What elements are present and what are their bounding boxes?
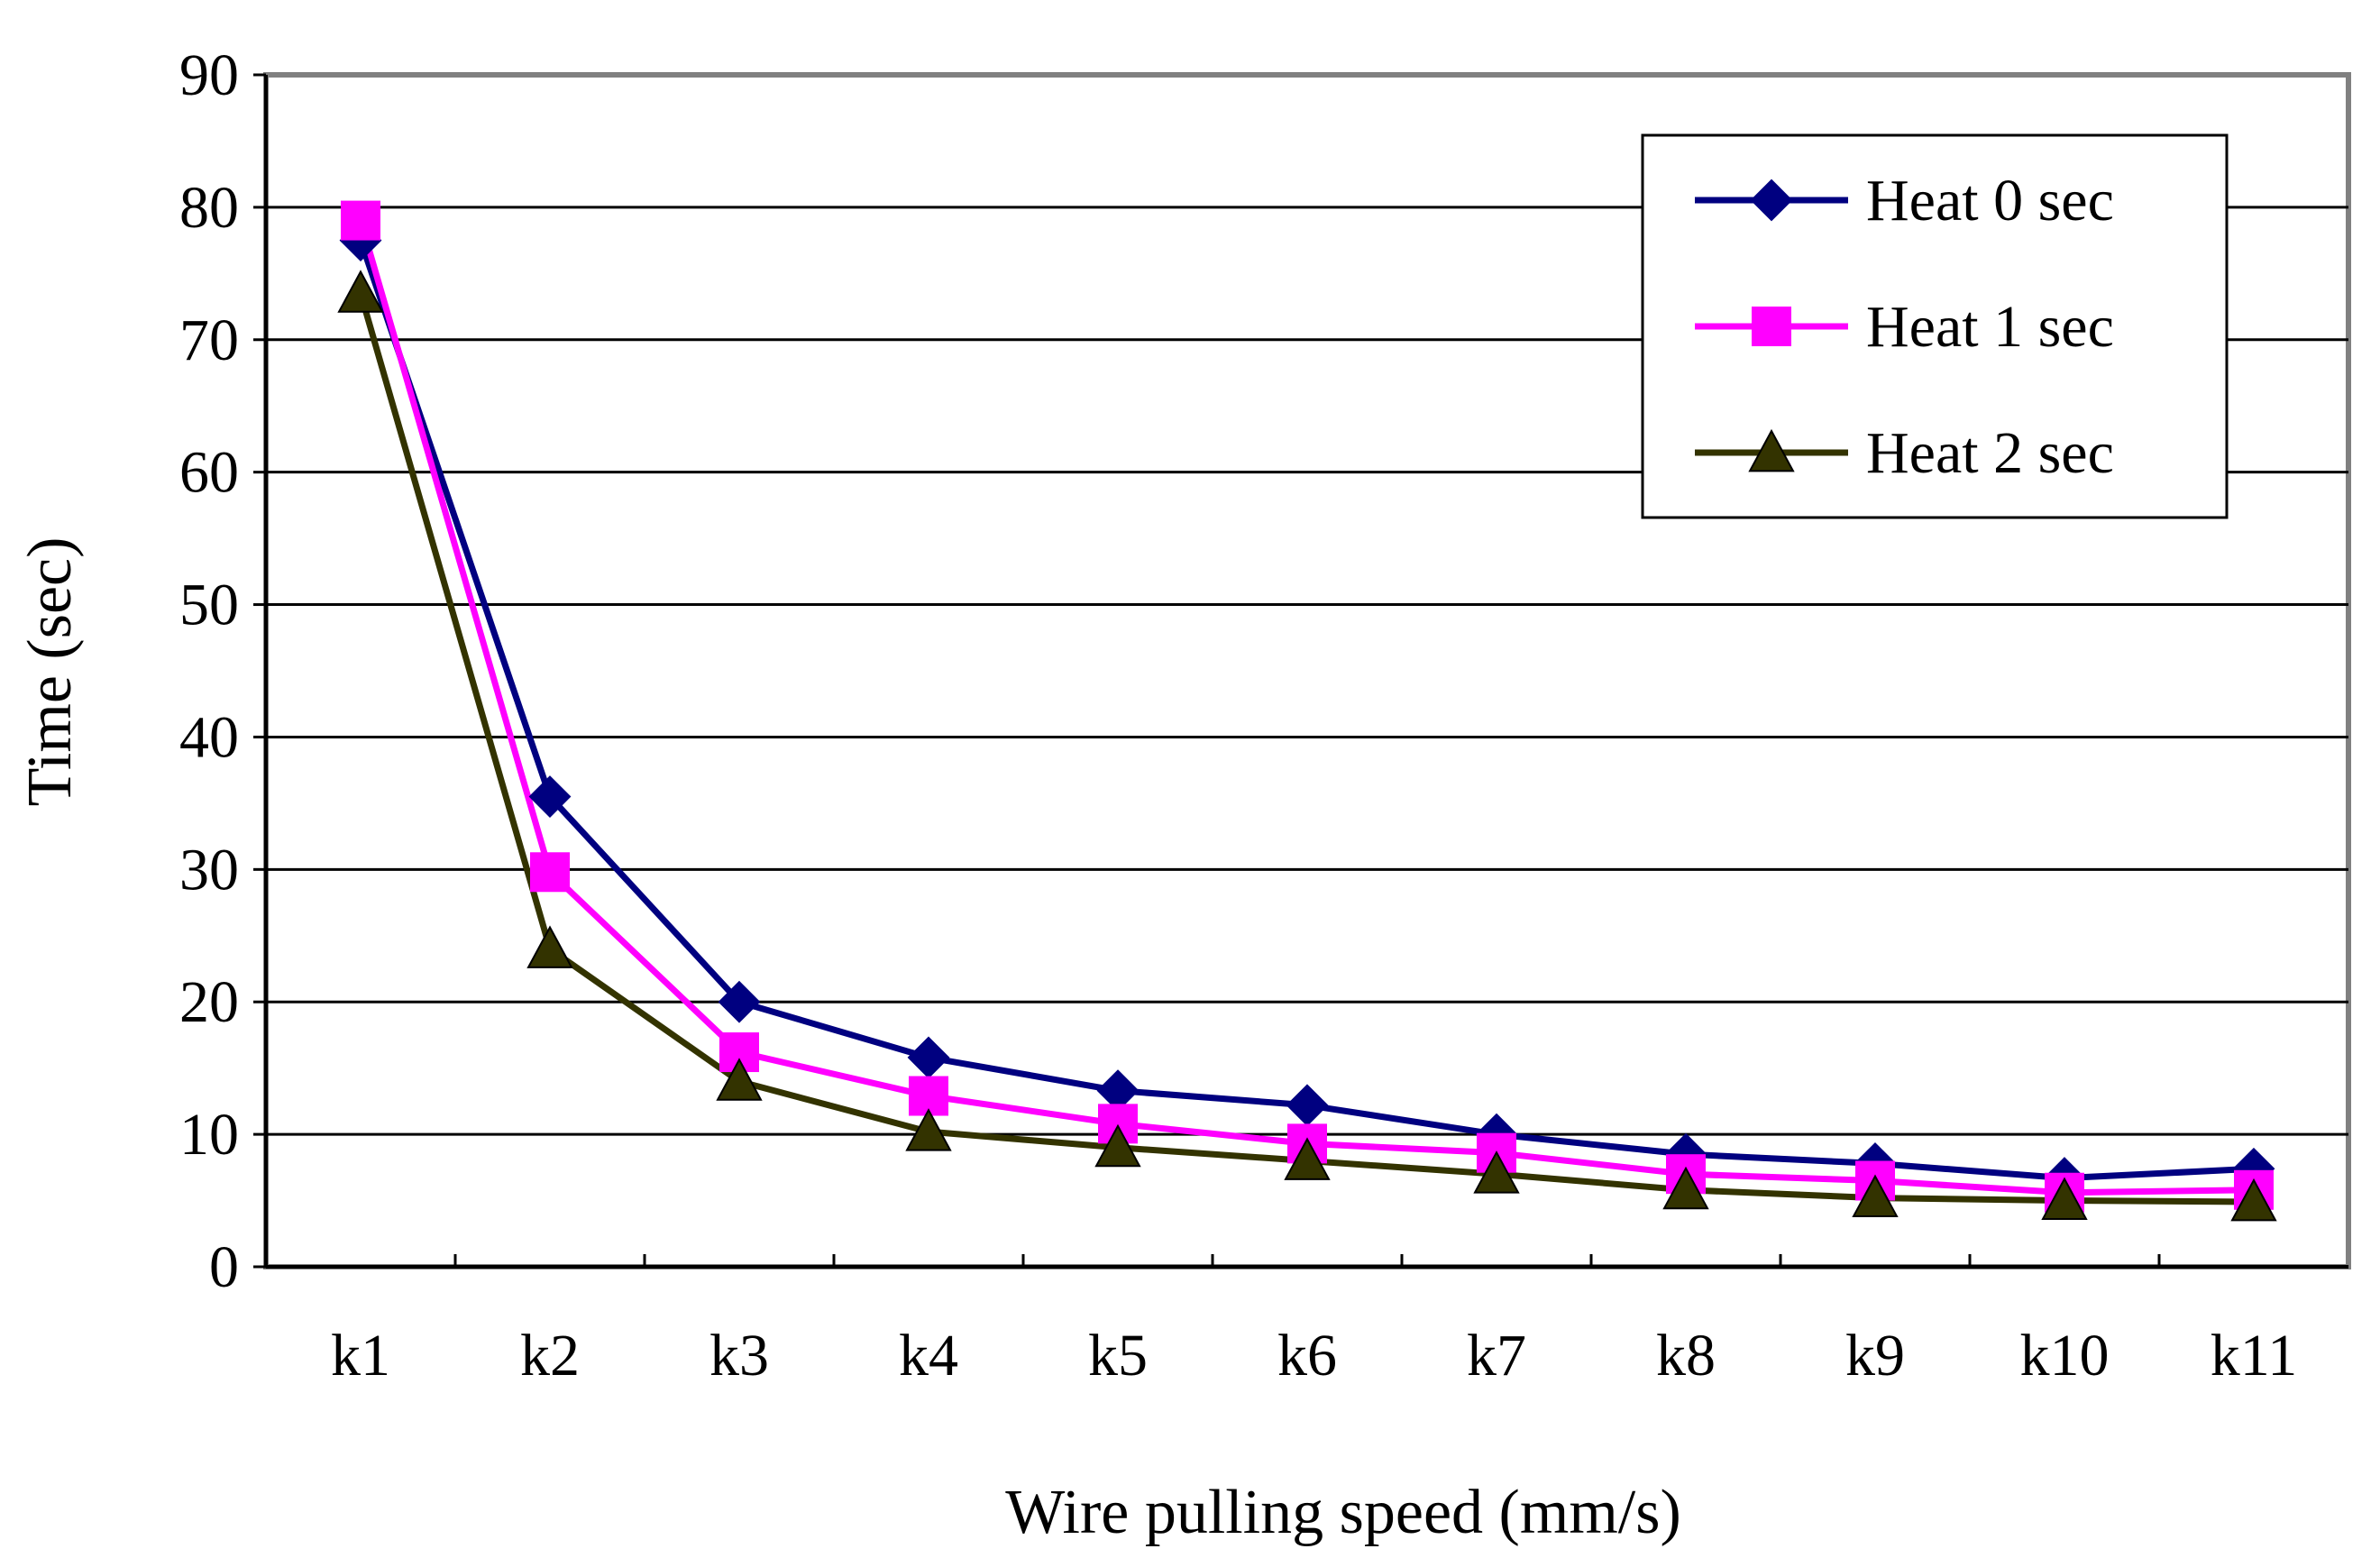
x-tick-label: k8 xyxy=(1656,1323,1716,1388)
legend-marker xyxy=(1748,428,1795,472)
y-tick-label: 20 xyxy=(179,969,239,1035)
legend-marker xyxy=(1750,179,1793,222)
y-tick-label: 30 xyxy=(179,837,239,903)
x-tick-label: k6 xyxy=(1277,1323,1337,1388)
data-point xyxy=(1662,1166,1709,1210)
data-point xyxy=(1094,1123,1141,1168)
y-tick-label: 40 xyxy=(179,704,239,770)
axes xyxy=(253,73,2348,1269)
x-tick-label: k4 xyxy=(899,1323,958,1388)
data-point xyxy=(2041,1177,2088,1220)
data-point xyxy=(1284,1137,1331,1180)
x-tick-label: k11 xyxy=(2211,1323,2298,1388)
data-point xyxy=(2230,1178,2277,1222)
y-axis-title: Time (sec) xyxy=(15,537,85,807)
legend-items: Heat 0 sec Heat 1 sec Heat 2 sec xyxy=(1695,168,2114,486)
data-point xyxy=(1852,1174,1899,1218)
legend-label: Heat 0 sec xyxy=(1866,168,2114,234)
x-tick-label: k10 xyxy=(2020,1323,2110,1388)
data-point xyxy=(905,1108,952,1151)
x-tick-labels: k1 k2 k3 k4 k5 k6 k7 k8 k9 k10 k11 xyxy=(331,1323,2297,1388)
data-point xyxy=(716,1058,763,1101)
data-point xyxy=(526,925,573,968)
x-axis-title: Wire pulling speed (mm/s) xyxy=(1005,1478,1681,1547)
y-tick-label: 60 xyxy=(179,440,239,506)
y-tick-label: 80 xyxy=(179,175,239,241)
y-tick-label: 70 xyxy=(179,307,239,373)
x-tick-label: k7 xyxy=(1467,1323,1526,1388)
y-tick-label: 10 xyxy=(179,1102,239,1168)
legend-marker xyxy=(1752,307,1791,346)
data-point xyxy=(528,775,572,818)
legend-label: Heat 1 sec xyxy=(1866,294,2114,360)
data-point xyxy=(718,980,761,1023)
y-tick-label: 50 xyxy=(179,573,239,638)
data-point xyxy=(530,852,570,893)
x-tick-label: k3 xyxy=(709,1323,769,1388)
x-tick-label: k1 xyxy=(331,1323,390,1388)
data-point xyxy=(1473,1150,1520,1194)
data-point xyxy=(341,200,380,241)
series-markers xyxy=(337,200,2277,1222)
legend: Heat 0 sec Heat 1 sec Heat 2 sec xyxy=(1641,133,2229,519)
legend-label: Heat 2 sec xyxy=(1866,420,2114,486)
y-tick-labels: 0 10 20 30 40 50 60 70 80 90 xyxy=(179,42,239,1300)
x-tick-label: k2 xyxy=(520,1323,580,1388)
y-tick-label: 0 xyxy=(209,1234,239,1300)
x-tick-label: k9 xyxy=(1845,1323,1905,1388)
x-tick-label: k5 xyxy=(1088,1323,1148,1388)
data-point xyxy=(337,270,384,313)
y-tick-label: 90 xyxy=(179,42,239,108)
